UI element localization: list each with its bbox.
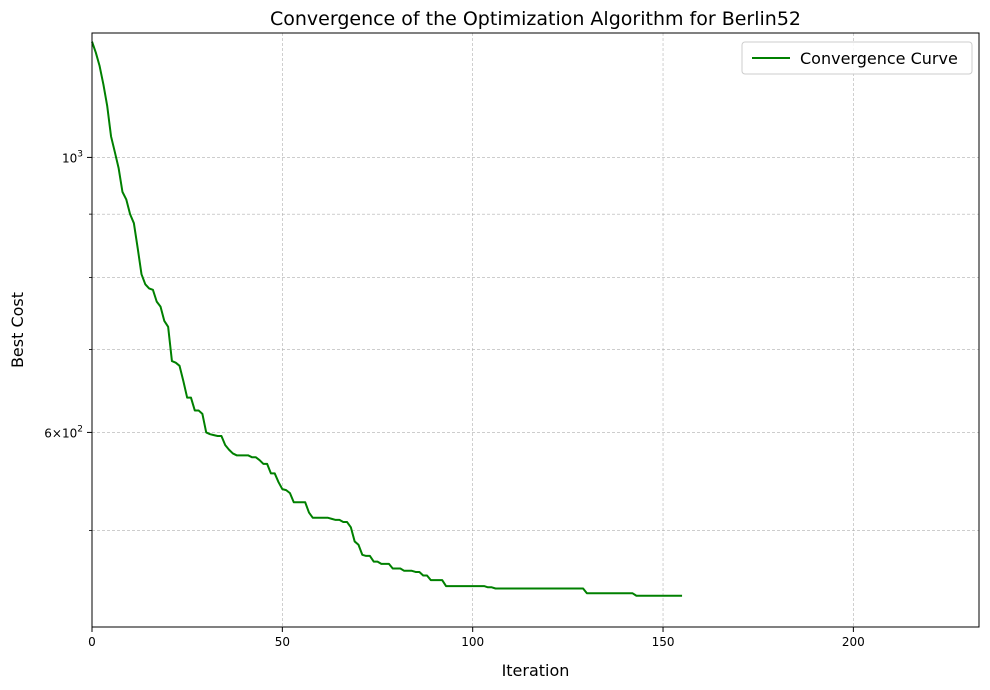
- x-tick-label: 50: [275, 635, 290, 649]
- y-axis-label: Best Cost: [8, 292, 27, 368]
- legend: Convergence Curve: [741, 41, 973, 75]
- legend-label: Convergence Curve: [800, 49, 958, 68]
- series-layer: [91, 41, 683, 597]
- y-tick-label: 6×102: [44, 424, 83, 440]
- y-tick-label: 103: [62, 149, 83, 165]
- x-tick-label: 150: [652, 635, 675, 649]
- grid-lines: [91, 33, 979, 627]
- plot-frame: [91, 32, 980, 628]
- x-tick-label: 0: [88, 635, 96, 649]
- x-axis-ticks: 0 50 100 150 200: [88, 627, 865, 649]
- series-line-convergence-curve: [91, 41, 683, 597]
- chart-title: Convergence of the Optimization Algorith…: [270, 8, 801, 30]
- legend-box: [741, 41, 973, 75]
- x-tick-label: 200: [842, 635, 865, 649]
- x-axis-label: Iteration: [502, 661, 570, 680]
- x-tick-label: 100: [461, 635, 484, 649]
- y-axis-ticks: 103 6×102: [44, 149, 92, 531]
